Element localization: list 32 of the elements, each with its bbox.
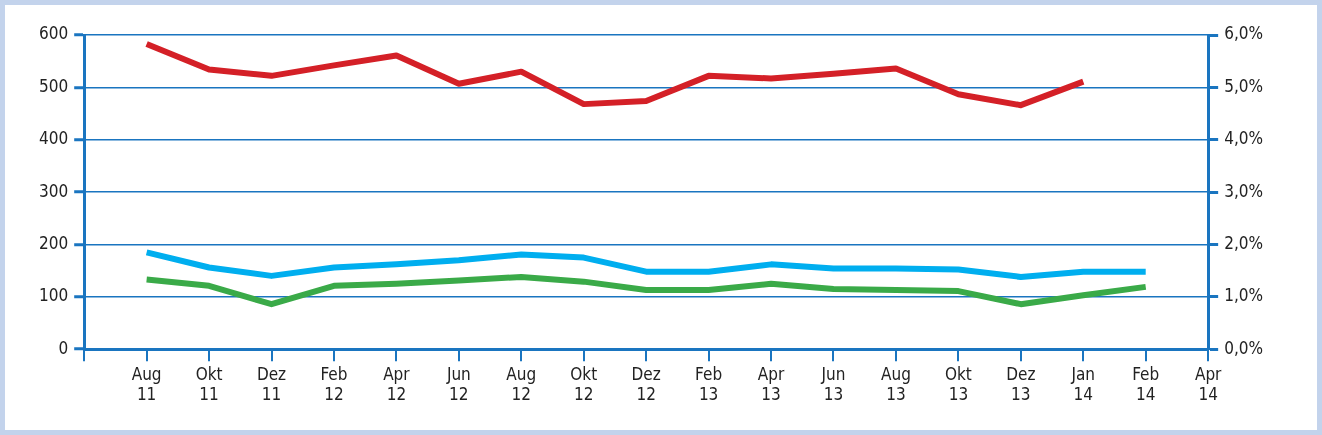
x-tick-label: Okt 13 [944, 363, 972, 405]
y2-tick-label: 1,0% [1224, 285, 1264, 306]
y-tick-label: 200 [39, 232, 69, 253]
x-tick-label: Apr 12 [383, 363, 411, 405]
y2-tick-label: 0,0% [1224, 337, 1264, 358]
x-tick-label: Okt 12 [570, 363, 598, 405]
x-tick-label: Jun 12 [445, 363, 471, 405]
x-tick-label: Feb 13 [695, 363, 723, 405]
y2-tick-label: 4,0% [1224, 128, 1264, 149]
x-tick-label: Apr 14 [1194, 363, 1223, 405]
x-tick-label: Dez 13 [1006, 363, 1036, 405]
y-tick-label: 100 [39, 285, 69, 306]
y2-tick-label: 6,0% [1224, 23, 1264, 44]
y2-tick-label: 3,0% [1224, 180, 1264, 201]
x-tick-label: Aug 12 [506, 363, 537, 405]
x-tick-label: Jun 13 [820, 363, 846, 405]
x-tick-label: Apr 13 [757, 363, 785, 405]
x-tick-label: Aug 13 [881, 363, 911, 405]
x-tick-label: Okt 11 [195, 363, 223, 405]
y-tick-label: 500 [39, 75, 69, 96]
x-tick-label: Jan 14 [1070, 363, 1096, 405]
y-tick-label: 300 [39, 180, 69, 201]
y-tick-label: 0 [58, 337, 69, 358]
x-tick-label: Feb 14 [1132, 363, 1160, 405]
x-tick-label: Dez 11 [256, 363, 287, 405]
x-tick-label: Dez 12 [631, 363, 661, 405]
x-tick-label: Feb 12 [320, 363, 348, 405]
y-tick-label: 600 [39, 23, 69, 44]
y2-tick-label: 5,0% [1224, 75, 1264, 96]
y-tick-label: 400 [39, 128, 69, 149]
x-tick-label: Aug 11 [131, 363, 162, 405]
y2-tick-label: 2,0% [1224, 232, 1264, 253]
